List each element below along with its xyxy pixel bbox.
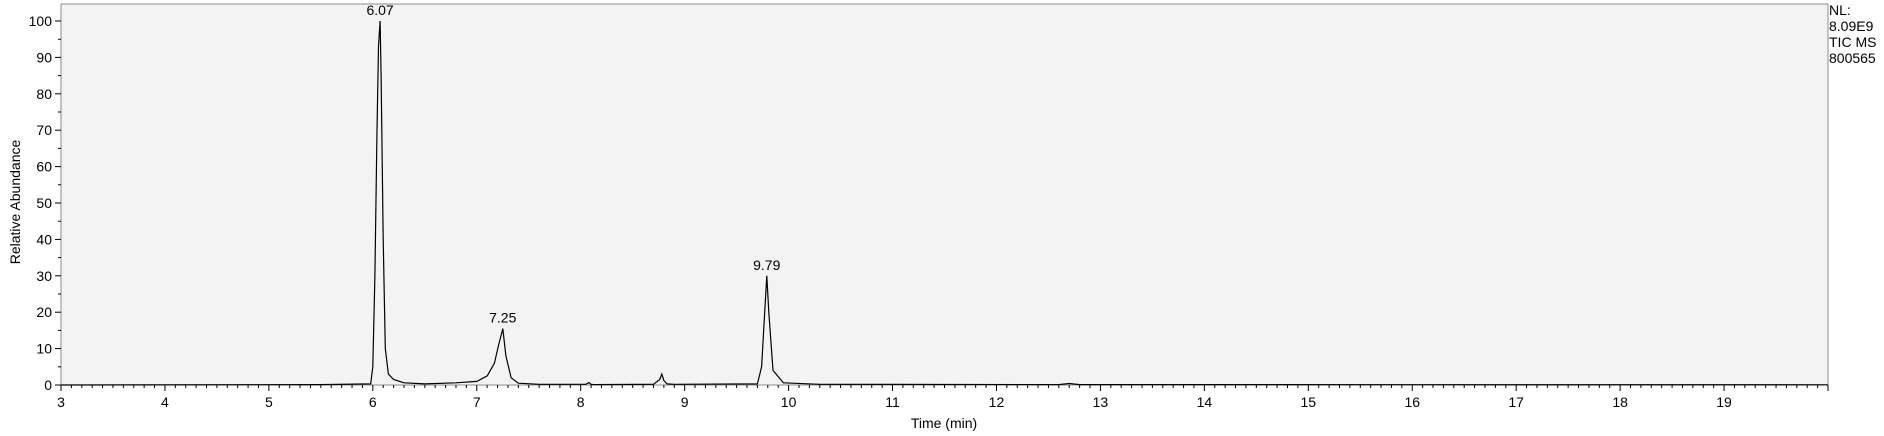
y-tick-label: 40 xyxy=(36,231,52,247)
y-axis-label: Relative Abundance xyxy=(7,140,23,265)
y-tick-label: 100 xyxy=(29,13,53,29)
x-axis-label: Time (min) xyxy=(911,415,977,431)
y-axis: 0 10 20 30 40 50 60 70 80 90 100 xyxy=(29,13,61,393)
y-tick-label: 0 xyxy=(44,377,52,393)
x-tick-label: 5 xyxy=(265,394,273,410)
info-line: 800565 xyxy=(1829,50,1876,66)
x-tick-label: 6 xyxy=(369,394,377,410)
info-line: 8.09E9 xyxy=(1829,18,1874,34)
info-line: NL: xyxy=(1829,2,1851,18)
x-tick-label: 12 xyxy=(989,394,1005,410)
y-tick-label: 90 xyxy=(36,49,52,65)
x-tick-label: 13 xyxy=(1093,394,1109,410)
info-line: TIC MS xyxy=(1829,34,1876,50)
tic-trace xyxy=(60,20,1829,386)
y-tick-label: 60 xyxy=(36,159,52,175)
x-tick-label: 18 xyxy=(1612,394,1628,410)
y-tick-label: 10 xyxy=(36,341,52,357)
x-tick-label: 3 xyxy=(57,394,65,410)
x-tick-label: 15 xyxy=(1301,394,1317,410)
peak-label: 7.25 xyxy=(489,310,516,326)
x-tick-label: 17 xyxy=(1508,394,1524,410)
x-tick-label: 7 xyxy=(473,394,481,410)
y-tick-label: 80 xyxy=(36,86,52,102)
x-tick-label: 19 xyxy=(1716,394,1732,410)
peak-label: 9.79 xyxy=(753,257,780,273)
y-tick-label: 20 xyxy=(36,304,52,320)
x-tick-label: 4 xyxy=(161,394,169,410)
x-tick-label: 11 xyxy=(885,394,900,410)
x-tick-label: 9 xyxy=(681,394,689,410)
x-axis: 3 4 5 6 7 8 9 10 11 12 13 14 15 16 17 18 19 xyxy=(57,385,1829,410)
peak-labels: 6.07 7.25 9.79 xyxy=(366,2,780,326)
x-tick-label: 16 xyxy=(1404,394,1420,410)
y-tick-label: 30 xyxy=(36,268,52,284)
plot-area xyxy=(60,3,1829,386)
x-tick-label: 14 xyxy=(1197,394,1213,410)
y-tick-label: 50 xyxy=(36,195,52,211)
y-tick-label: 70 xyxy=(36,122,52,138)
x-tick-label: 10 xyxy=(781,394,797,410)
x-tick-label: 8 xyxy=(577,394,585,410)
peak-label: 6.07 xyxy=(366,2,393,18)
